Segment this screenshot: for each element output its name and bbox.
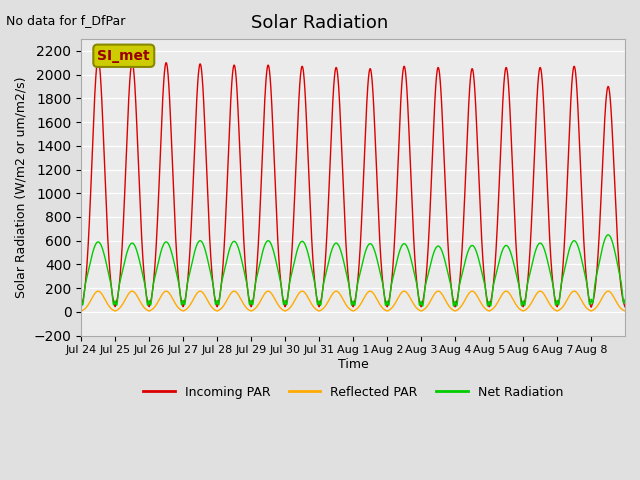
Reflected PAR <box>94 288 102 294</box>
Incoming PAR <box>506 96 513 102</box>
Incoming PAR <box>77 304 85 310</box>
X-axis label: Time: Time <box>338 358 369 371</box>
Incoming PAR <box>616 265 623 271</box>
Line: Reflected PAR: Reflected PAR <box>81 291 625 311</box>
Line: Net Radiation: Net Radiation <box>81 235 625 306</box>
Y-axis label: Solar Radiation (W/m2 or um/m2/s): Solar Radiation (W/m2 or um/m2/s) <box>15 77 28 298</box>
Reflected PAR <box>621 308 629 314</box>
Reflected PAR <box>471 290 479 296</box>
Net Radiation <box>419 303 426 309</box>
Net Radiation <box>616 270 623 276</box>
Net Radiation <box>506 246 513 252</box>
Net Radiation <box>189 257 196 263</box>
Incoming PAR <box>588 304 595 310</box>
Reflected PAR <box>189 298 196 303</box>
Legend: Incoming PAR, Reflected PAR, Net Radiation: Incoming PAR, Reflected PAR, Net Radiati… <box>138 381 568 404</box>
Reflected PAR <box>615 303 623 309</box>
Reflected PAR <box>506 290 513 296</box>
Reflected PAR <box>423 304 431 310</box>
Incoming PAR <box>423 266 431 272</box>
Incoming PAR <box>471 86 479 92</box>
Text: SI_met: SI_met <box>97 49 150 63</box>
Reflected PAR <box>77 308 85 314</box>
Net Radiation <box>471 245 479 251</box>
Net Radiation <box>77 298 85 303</box>
Reflected PAR <box>538 289 546 295</box>
Incoming PAR <box>621 304 629 310</box>
Text: Solar Radiation: Solar Radiation <box>252 14 388 33</box>
Incoming PAR <box>94 56 102 62</box>
Net Radiation <box>604 232 612 238</box>
Net Radiation <box>423 277 431 283</box>
Net Radiation <box>621 297 629 302</box>
Net Radiation <box>538 241 546 247</box>
Incoming PAR <box>189 192 196 197</box>
Line: Incoming PAR: Incoming PAR <box>81 59 625 307</box>
Text: No data for f_DfPar: No data for f_DfPar <box>6 14 126 27</box>
Incoming PAR <box>538 76 546 82</box>
